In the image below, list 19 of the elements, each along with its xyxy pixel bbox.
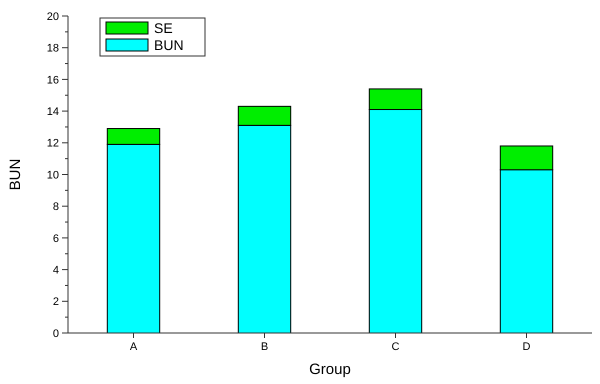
y-tick-label: 12: [46, 138, 59, 150]
legend-label: BUN: [154, 36, 184, 53]
y-tick-label: 18: [46, 42, 59, 55]
y-tick-label: 2: [52, 296, 59, 308]
y-tick-label: 0: [52, 328, 59, 340]
y-tick-label: 4: [52, 264, 59, 276]
y-tick-label: 20: [46, 10, 59, 23]
y-tick-label: 6: [52, 232, 59, 245]
y-tick-label: 8: [52, 201, 59, 214]
y-tick-label: 10: [46, 169, 59, 182]
y-tick-label: 14: [46, 106, 59, 118]
x-tick-label: D: [522, 341, 531, 353]
y-axis-title: BUN: [7, 158, 24, 190]
y-tick-label: 16: [46, 74, 59, 86]
x-tick-label: C: [392, 341, 400, 353]
legend-label: SE: [154, 20, 173, 36]
x-tick-label: B: [260, 341, 268, 353]
x-tick-label: A: [130, 341, 138, 353]
x-axis-title: Group: [309, 361, 351, 378]
